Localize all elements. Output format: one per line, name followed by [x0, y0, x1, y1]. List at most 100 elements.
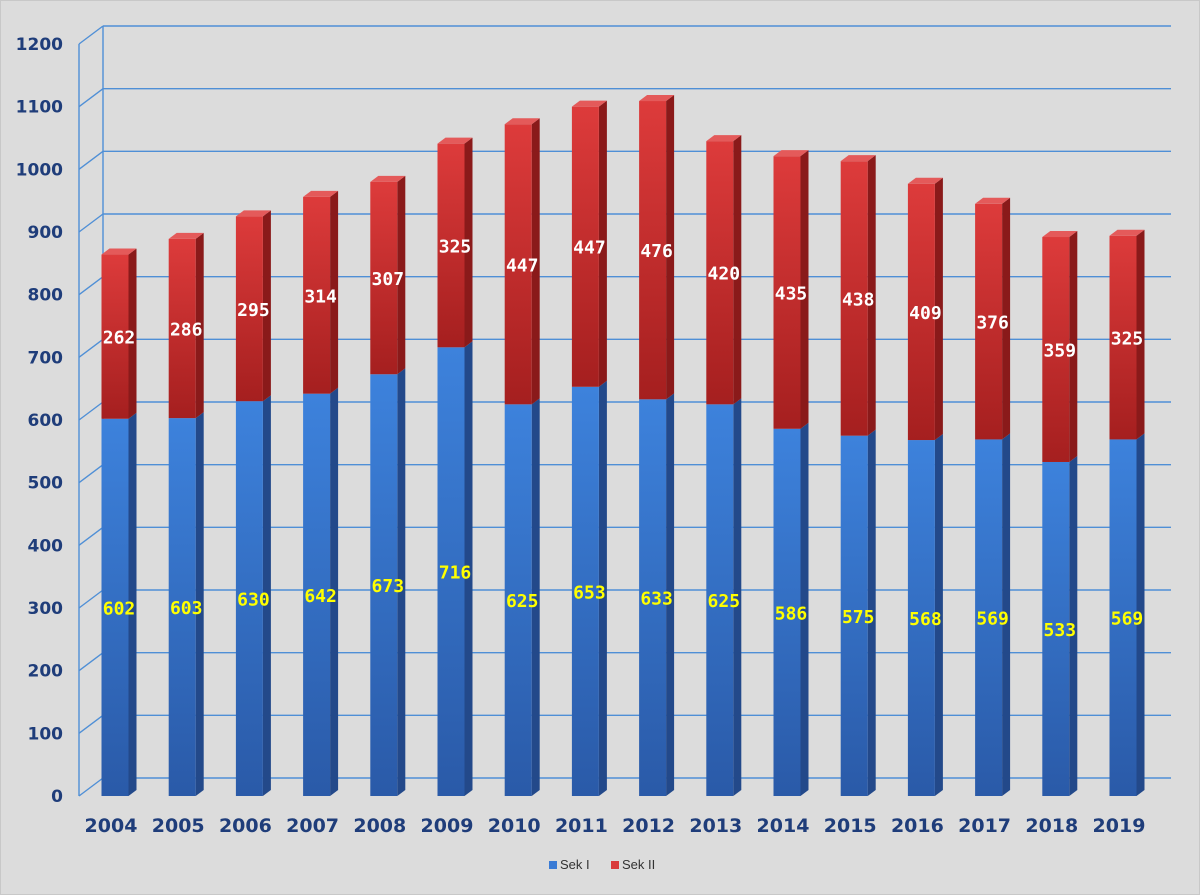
bar-sek-ii — [975, 203, 1003, 440]
bar-top — [504, 118, 540, 125]
bar-side — [1002, 197, 1011, 440]
bar-side — [330, 190, 339, 394]
bar-side — [1069, 455, 1078, 796]
bar-top — [168, 232, 204, 239]
bar-top — [437, 137, 473, 144]
y-tick-label: 200 — [28, 662, 64, 682]
y-tick-label: 900 — [28, 223, 64, 243]
bar-sek-i — [235, 401, 263, 796]
bar-side — [330, 387, 339, 796]
x-tick-label: 2015 — [824, 815, 877, 837]
bar-side — [262, 395, 271, 796]
gridline-depth — [78, 338, 104, 358]
x-tick-label: 2009 — [421, 815, 474, 837]
bar-side — [733, 398, 742, 796]
data-label: 569 — [1111, 609, 1144, 630]
data-label: 435 — [775, 283, 808, 304]
bar-side — [397, 368, 406, 796]
gridline-depth — [78, 276, 104, 296]
x-tick-label: 2007 — [286, 815, 339, 837]
x-tick-label: 2018 — [1025, 815, 1078, 837]
bar-side — [1069, 231, 1078, 462]
data-label: 569 — [976, 609, 1009, 630]
bar-side — [666, 393, 675, 796]
gridline-depth — [78, 88, 104, 108]
x-tick-label: 2017 — [958, 815, 1011, 837]
data-label: 447 — [506, 255, 539, 276]
y-tick-label: 300 — [28, 599, 64, 619]
data-label: 716 — [439, 563, 472, 584]
bar-sek-ii — [370, 181, 398, 375]
x-tick-label: 2005 — [152, 815, 205, 837]
bar-sek-ii — [571, 106, 599, 387]
data-label: 325 — [439, 236, 472, 257]
bar-sek-ii — [101, 254, 129, 419]
legend-label: Sek II — [622, 857, 655, 872]
legend-swatch — [549, 861, 557, 869]
gridline-depth — [78, 526, 104, 546]
bar-sek-i — [1109, 439, 1137, 796]
bar-top — [303, 190, 339, 197]
x-tick-label: 2008 — [353, 815, 406, 837]
bar-side — [464, 341, 473, 796]
bar-sek-i — [437, 347, 465, 796]
bar-sek-ii — [303, 196, 331, 394]
bars-layer — [101, 95, 1145, 796]
bar-side — [128, 248, 137, 419]
x-tick-label: 2010 — [488, 815, 541, 837]
y-tick-label: 700 — [28, 348, 64, 368]
bar-sek-ii — [840, 161, 868, 436]
bar-side — [598, 100, 607, 387]
data-label: 625 — [708, 591, 741, 612]
bar-sek-i — [504, 404, 532, 796]
bar-top — [907, 177, 943, 184]
bar-top — [370, 175, 406, 182]
bar-side — [262, 210, 271, 402]
gridline-depth — [78, 25, 104, 45]
bar-side — [531, 398, 540, 796]
gridline-depth — [78, 464, 104, 484]
data-label: 575 — [842, 607, 875, 628]
bar-top — [840, 155, 876, 162]
bar-sek-i — [706, 404, 734, 796]
data-label: 602 — [103, 598, 136, 619]
bar-sek-i — [907, 440, 935, 796]
data-label: 438 — [842, 289, 875, 310]
bar-sek-ii — [773, 156, 801, 429]
bar-sek-i — [639, 399, 667, 796]
data-label: 633 — [640, 589, 673, 610]
bar-top — [1109, 229, 1145, 236]
data-label: 630 — [237, 590, 270, 611]
gridline-depth — [78, 150, 104, 170]
bar-side — [666, 95, 675, 400]
gridline-depth — [78, 589, 104, 609]
gridline-depth — [78, 213, 104, 233]
data-label: 420 — [708, 264, 741, 285]
bar-sek-ii — [437, 143, 465, 348]
data-label: 307 — [372, 269, 405, 290]
bar-top — [975, 197, 1011, 204]
legend: Sek I Sek II — [549, 857, 655, 872]
x-tick-label: 2012 — [622, 815, 675, 837]
data-label: 603 — [170, 598, 203, 619]
bar-sek-ii — [168, 238, 196, 419]
bar-sek-i — [101, 418, 129, 796]
gridline-depth — [78, 401, 104, 421]
bar-side — [128, 412, 137, 796]
bar-side — [1002, 433, 1011, 796]
bar-side — [934, 434, 943, 796]
bar-side — [800, 150, 809, 429]
labels-layer: 0 100 200 300 400 500 600 700 800 900 1000 1100 1200… — [16, 35, 1146, 837]
bar-sek-i — [840, 435, 868, 796]
bar-sek-i — [370, 374, 398, 796]
bar-top — [1042, 231, 1078, 238]
y-tick-label: 800 — [28, 286, 64, 306]
bar-side — [867, 429, 876, 796]
bar-side — [1136, 229, 1145, 440]
bar-sek-ii — [235, 216, 263, 402]
x-tick-label: 2016 — [891, 815, 944, 837]
bar-side — [464, 137, 473, 348]
bar-sek-ii — [706, 141, 734, 405]
bar-side — [598, 380, 607, 796]
